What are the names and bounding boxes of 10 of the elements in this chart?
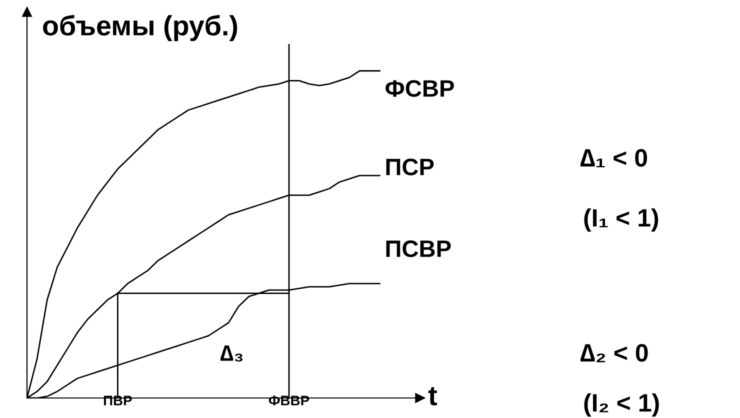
chart-title: объемы (руб.) [43, 14, 238, 42]
series-label: ПСВР [386, 240, 451, 258]
text: (I₁ < 1) [584, 208, 658, 232]
text: ∆₁ < 0 [580, 149, 648, 168]
x-axis-title: t [428, 387, 437, 406]
text: ∆₂ < 0 [580, 344, 648, 362]
series-label: ПСР [386, 158, 434, 176]
text: (I₂ < 1) [584, 393, 659, 417]
annotation: ∆₃ [220, 345, 243, 362]
series-label: ФСВР [386, 80, 454, 97]
